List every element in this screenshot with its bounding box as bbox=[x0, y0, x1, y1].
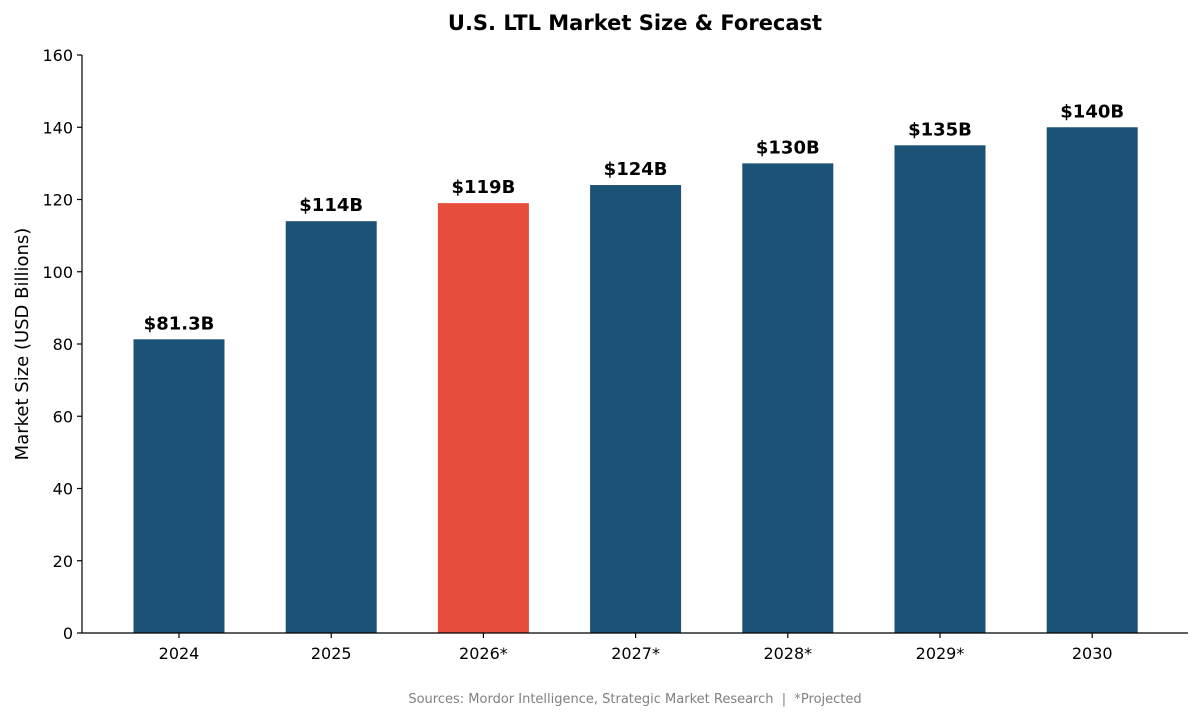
bar-2024 bbox=[133, 339, 225, 633]
x-tick-label: 2030 bbox=[1072, 644, 1113, 663]
bar-2026 bbox=[437, 203, 529, 634]
x-tick-label: 2027* bbox=[611, 644, 660, 663]
data-label: $124B bbox=[604, 159, 668, 180]
y-axis-label: Market Size (USD Billions) bbox=[12, 228, 33, 461]
y-tick-label: 100 bbox=[42, 263, 73, 282]
chart-title: U.S. LTL Market Size & Forecast bbox=[448, 11, 822, 35]
data-label: $114B bbox=[299, 195, 363, 216]
data-label: $81.3B bbox=[144, 313, 215, 334]
x-tick-label: 2028* bbox=[763, 644, 812, 663]
x-tick-label: 2029* bbox=[916, 644, 965, 663]
data-label: $119B bbox=[451, 177, 515, 198]
y-tick-label: 160 bbox=[42, 46, 73, 65]
x-tick-label: 2026* bbox=[459, 644, 508, 663]
y-tick-label: 20 bbox=[53, 552, 73, 571]
footnote: Sources: Mordor Intelligence, Strategic … bbox=[408, 692, 861, 707]
bar-2025 bbox=[285, 221, 377, 634]
data-label: $135B bbox=[908, 119, 972, 140]
bar-2027 bbox=[590, 185, 682, 634]
x-tick-label: 2025 bbox=[311, 644, 352, 663]
bar-2030 bbox=[1046, 127, 1138, 633]
y-tick-label: 140 bbox=[42, 118, 73, 137]
y-tick-label: 40 bbox=[53, 480, 73, 499]
data-label: $130B bbox=[756, 137, 820, 158]
bar-2029 bbox=[894, 145, 986, 633]
y-tick-label: 80 bbox=[53, 335, 73, 354]
data-label: $140B bbox=[1060, 101, 1124, 122]
x-tick-label: 2024 bbox=[159, 644, 200, 663]
y-tick-label: 60 bbox=[53, 407, 73, 426]
y-tick-label: 0 bbox=[63, 624, 73, 643]
bar-2028 bbox=[742, 163, 834, 633]
y-tick-label: 120 bbox=[42, 191, 73, 210]
